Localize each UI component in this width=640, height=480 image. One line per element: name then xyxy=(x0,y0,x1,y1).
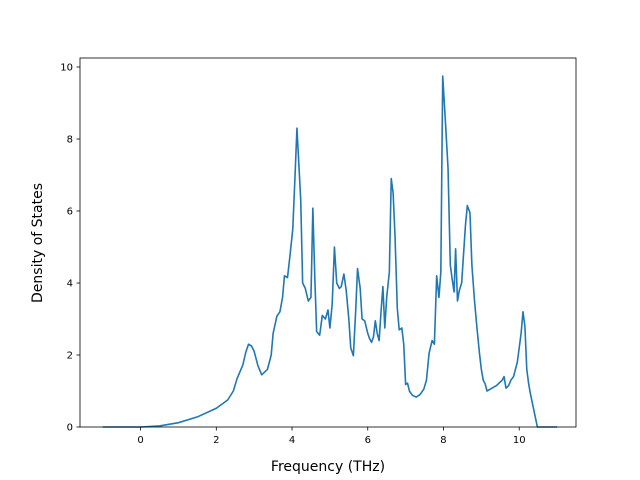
y-tick-label: 8 xyxy=(67,135,73,146)
y-tick-label: 4 xyxy=(67,279,73,290)
y-tick-label: 6 xyxy=(67,207,73,218)
x-tick-label: 4 xyxy=(289,435,295,446)
x-tick-label: 0 xyxy=(137,435,143,446)
x-tick-label: 6 xyxy=(365,435,371,446)
x-tick-label: 10 xyxy=(513,435,526,446)
y-axis-label: Density of States xyxy=(30,183,46,303)
x-tick-label: 2 xyxy=(213,435,219,446)
x-tick-label: 8 xyxy=(440,435,446,446)
y-axis-ticks: 0 2 4 6 8 10 xyxy=(60,63,80,434)
plot-frame xyxy=(79,57,577,428)
y-tick-label: 0 xyxy=(67,423,73,434)
x-axis-label: Frequency (THz) xyxy=(271,459,385,475)
x-axis-ticks: 0 2 4 6 8 10 xyxy=(137,427,526,446)
plot-area xyxy=(79,57,577,428)
y-tick-label: 2 xyxy=(67,351,73,362)
y-tick-label: 10 xyxy=(60,63,73,74)
dos-series-line-0 xyxy=(102,75,558,428)
